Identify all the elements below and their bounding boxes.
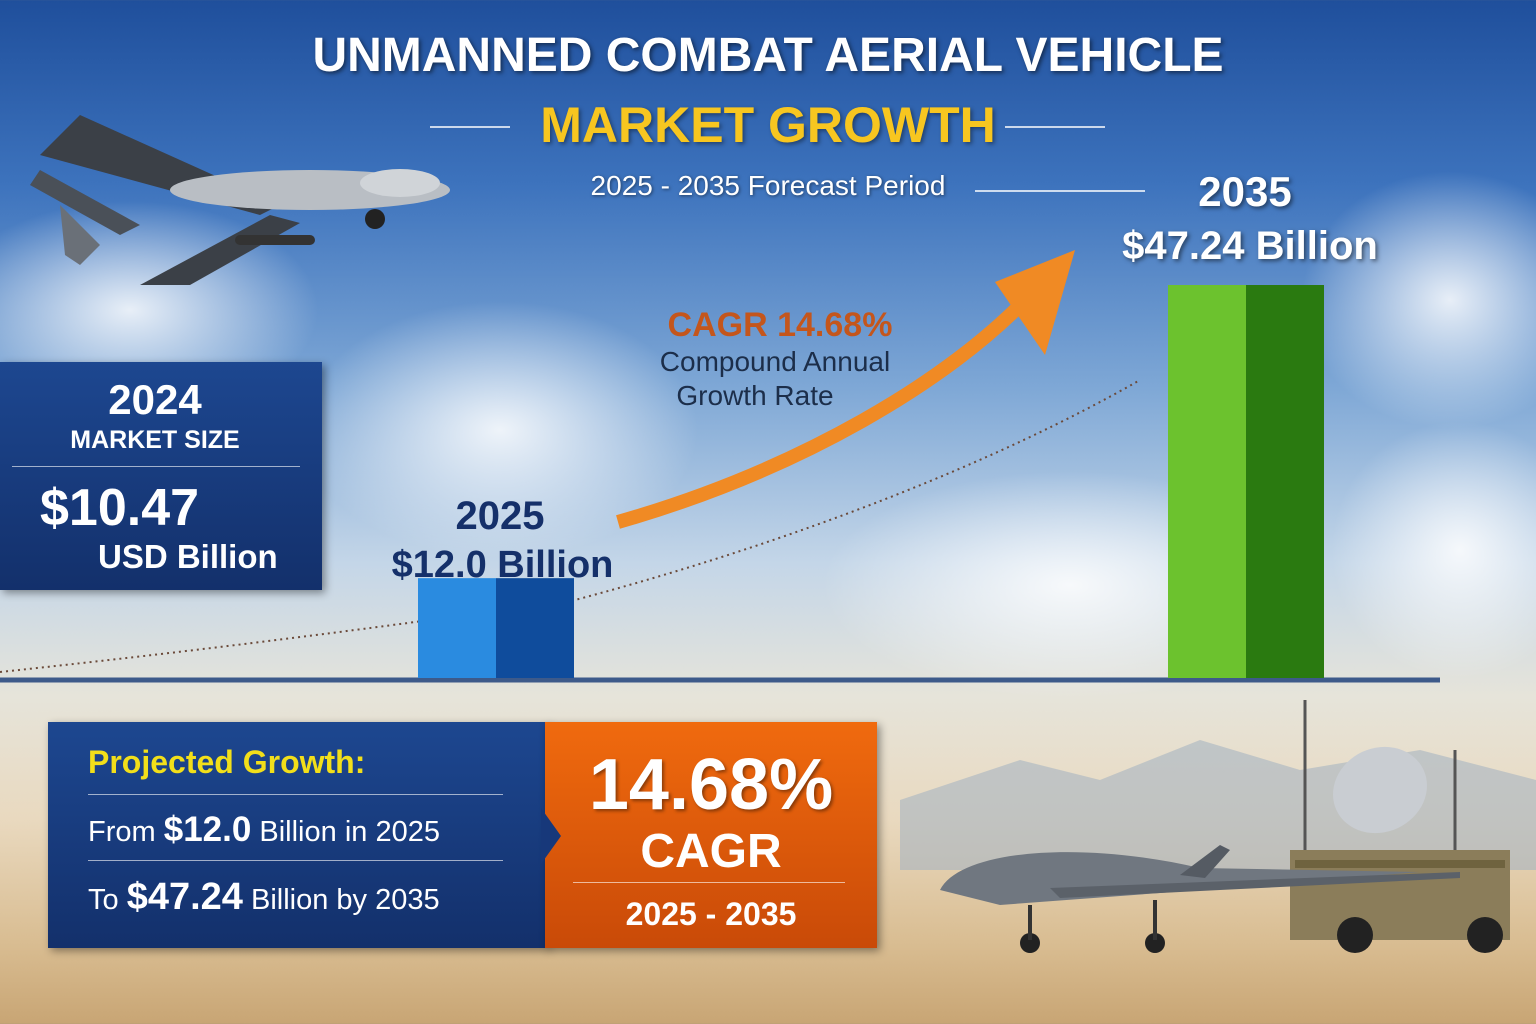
divider xyxy=(88,794,503,795)
projected-heading: Projected Growth: xyxy=(88,744,366,780)
panel-pointer xyxy=(541,808,561,864)
cagr-period: 2025 - 2035 xyxy=(625,896,797,932)
title-line1: UNMANNED COMBAT AERIAL VEHICLE xyxy=(312,29,1224,82)
market-2024-value: $10.47 xyxy=(40,479,200,537)
market-2024-year: 2024 xyxy=(108,376,202,423)
divider xyxy=(1005,126,1105,128)
cagr-desc1: Compound Annual xyxy=(659,346,891,377)
divider xyxy=(12,466,300,467)
bar-label-2025: $12.0 Billion xyxy=(391,544,614,586)
bar-segment xyxy=(1246,285,1324,678)
divider xyxy=(975,190,1145,192)
growth-arrow xyxy=(616,290,1036,529)
divider xyxy=(88,860,503,861)
bar-2035 xyxy=(1168,285,1324,678)
bar-chart xyxy=(0,250,1440,683)
cagr-annotation: CAGR 14.68% xyxy=(630,306,930,345)
bar-year-2025: 2025 xyxy=(455,494,545,538)
bar-segment xyxy=(496,578,574,678)
drone-icon xyxy=(30,115,450,285)
bar-year-2035: 2035 xyxy=(1198,168,1292,215)
cagr-big-label: CAGR xyxy=(640,825,782,878)
cagr-panel: 14.68% CAGR 2025 - 2035 xyxy=(545,722,877,948)
from-suffix: Billion in 2025 xyxy=(259,816,440,848)
projected-growth-panel: Projected Growth: From $12.0 Billion in … xyxy=(48,722,548,948)
to-suffix: Billion by 2035 xyxy=(251,884,440,916)
from-value: $12.0 xyxy=(163,810,252,849)
cloud xyxy=(1330,420,1536,680)
from-prefix: From xyxy=(88,816,156,848)
trend-line xyxy=(0,379,1141,673)
to-prefix: To xyxy=(88,884,119,916)
divider xyxy=(573,882,845,883)
bar-label-2035: $47.24 Billion xyxy=(1122,224,1378,268)
projected-from: From $12.0 Billion in 2025 xyxy=(88,810,440,850)
growth-arrow-head xyxy=(995,250,1075,355)
to-value: $47.24 xyxy=(126,876,243,918)
bar-2025 xyxy=(418,578,574,678)
bar-segment xyxy=(1168,285,1246,678)
cagr-prefix: CAGR xyxy=(667,306,768,344)
projected-to: To $47.24 Billion by 2035 xyxy=(88,876,440,919)
divider xyxy=(430,126,510,128)
cagr-big-value: 14.68% xyxy=(588,745,834,825)
ground-drone-and-truck xyxy=(900,700,1536,953)
cagr-value: 14.68% xyxy=(777,306,893,344)
subtitle: 2025 - 2035 Forecast Period xyxy=(590,170,946,201)
market-2024-panel: 2024 MARKET SIZE $10.47 USD Billion xyxy=(0,362,322,590)
market-2024-label: MARKET SIZE xyxy=(70,426,240,454)
cloud xyxy=(1300,170,1536,430)
cagr-desc2: Growth Rate xyxy=(676,380,834,411)
bar-segment xyxy=(418,578,496,678)
market-2024-unit: USD Billion xyxy=(98,538,278,575)
title-line2: MARKET GROWTH xyxy=(540,97,996,153)
